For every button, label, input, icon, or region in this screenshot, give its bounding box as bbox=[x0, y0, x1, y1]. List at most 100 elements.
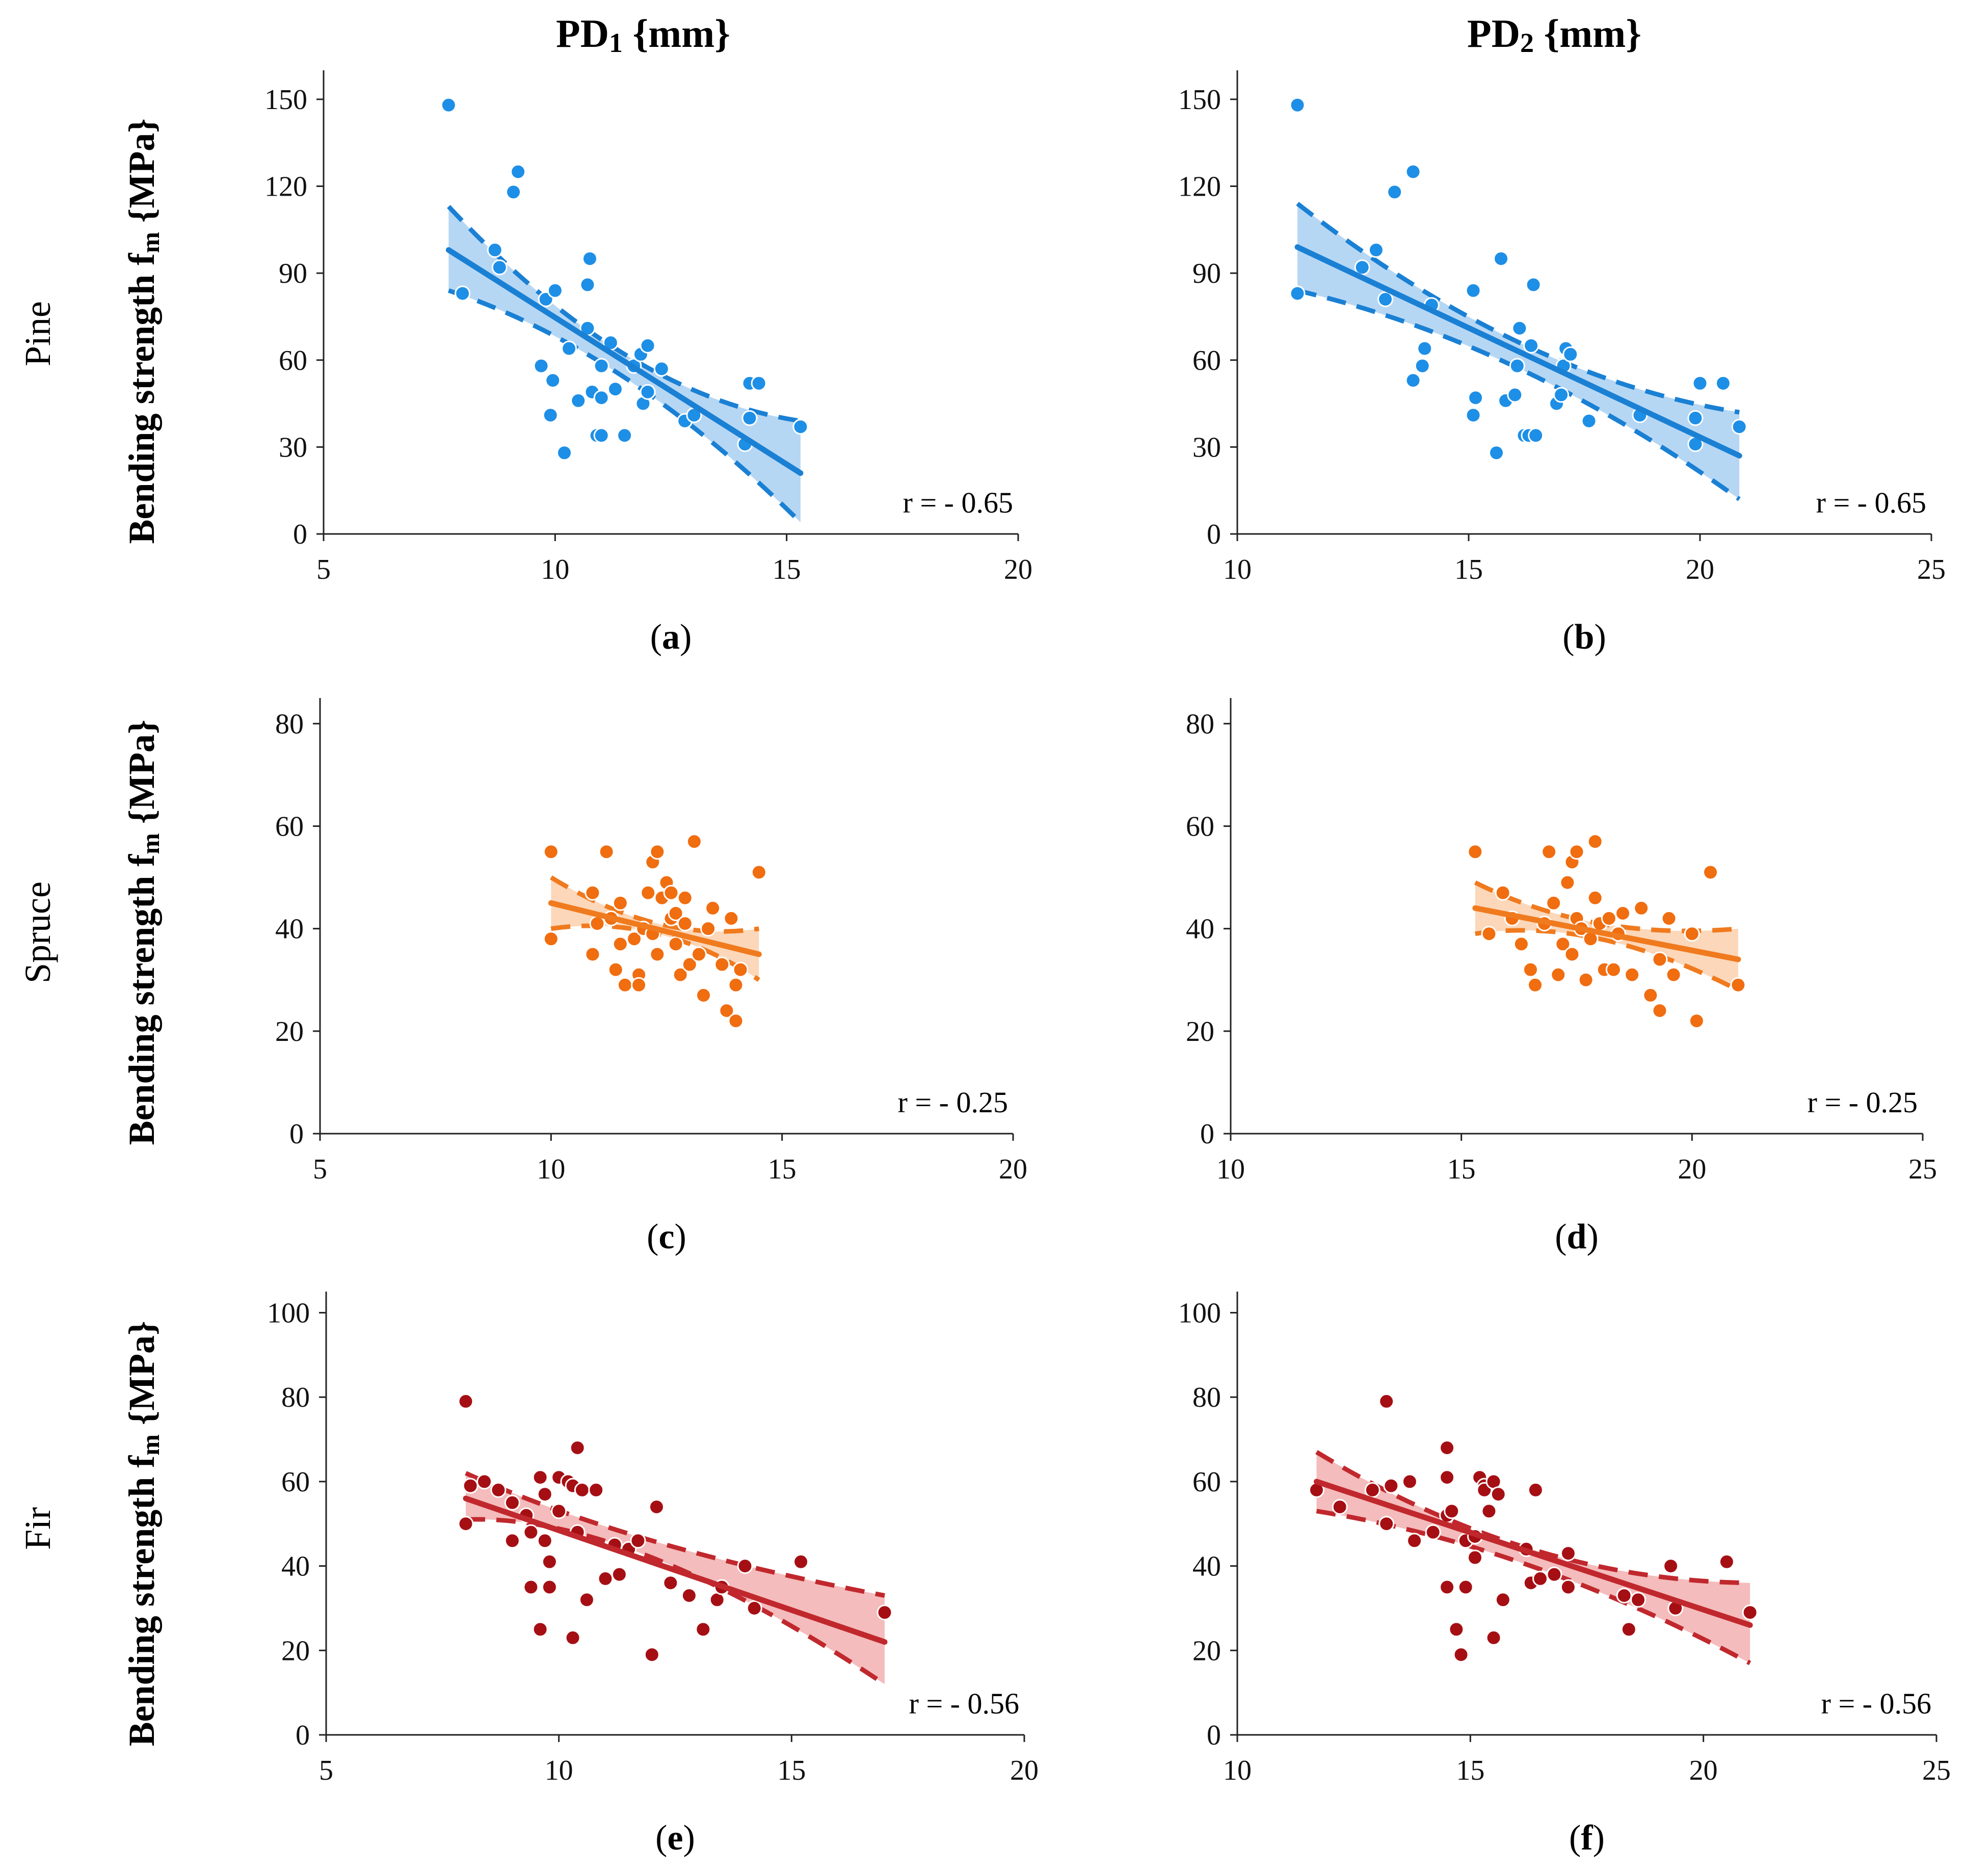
y-axis-title-fir-unit: {MPa} bbox=[121, 1321, 162, 1434]
panel-c: 0 20 40 60 80 5 10 15 20 r = - 0.25 (c) bbox=[275, 698, 1027, 1256]
data-point bbox=[1354, 259, 1370, 276]
panel-sublabel: (b) bbox=[1562, 618, 1606, 657]
data-point bbox=[1457, 1579, 1474, 1595]
data-point bbox=[597, 1570, 614, 1587]
panel-e: 0 20 40 60 80 100 5 10 15 20 r = - 0.56 (e) bbox=[267, 1292, 1039, 1858]
y-tick-label: 60 bbox=[1192, 345, 1221, 377]
y-tick-label: 100 bbox=[267, 1297, 310, 1329]
data-point bbox=[1731, 419, 1747, 435]
data-point bbox=[570, 392, 587, 409]
y-tick-label: 0 bbox=[296, 1720, 310, 1751]
y-tick-label: 40 bbox=[281, 1551, 310, 1583]
panel-sublabel-close: ) bbox=[1586, 1217, 1598, 1256]
data-point bbox=[1633, 900, 1650, 916]
panel-sublabel-close: ) bbox=[675, 1217, 686, 1256]
data-point bbox=[1439, 1469, 1455, 1486]
data-point bbox=[686, 834, 702, 850]
data-point bbox=[545, 372, 561, 389]
data-point bbox=[663, 885, 679, 901]
y-axis-title-fir: Bending strength fm {MPa} bbox=[121, 1321, 165, 1746]
data-point bbox=[792, 419, 809, 435]
panel-f: 0 20 40 60 80 100 10 15 20 25 r = - 0.56 (f) bbox=[1178, 1292, 1951, 1858]
y-tick-label: 30 bbox=[279, 432, 307, 463]
data-point bbox=[617, 427, 633, 444]
ci-lower-line bbox=[1297, 288, 1741, 501]
panel-sublabel-open: ( bbox=[1555, 1217, 1566, 1256]
data-point bbox=[537, 1533, 553, 1549]
y-axis-title-fir-main: Bending strength f bbox=[121, 1455, 162, 1747]
y-tick-label: 40 bbox=[275, 914, 304, 945]
x-tick-label: 20 bbox=[1686, 554, 1714, 585]
x-tick-label: 15 bbox=[1447, 1154, 1476, 1185]
data-point bbox=[565, 1629, 581, 1646]
y-tick-label: 30 bbox=[1192, 432, 1221, 463]
x-tick-label: 5 bbox=[316, 554, 331, 585]
data-point bbox=[1553, 387, 1570, 403]
panel-sublabel-letter: c bbox=[658, 1217, 674, 1256]
x-tick-label: 15 bbox=[1456, 1755, 1484, 1786]
data-point bbox=[1481, 926, 1497, 942]
panel-sublabel: (f) bbox=[1569, 1818, 1605, 1858]
data-point bbox=[626, 931, 643, 947]
x-tick-label: 5 bbox=[319, 1755, 333, 1786]
data-point bbox=[1493, 251, 1509, 267]
data-point bbox=[1467, 1549, 1483, 1566]
data-point bbox=[1578, 972, 1594, 988]
data-point bbox=[1621, 1621, 1637, 1638]
correlation-label: r = - 0.65 bbox=[1816, 486, 1926, 519]
data-point bbox=[644, 1647, 660, 1663]
data-point bbox=[630, 1533, 646, 1549]
y-axis-title-spruce-unit: {MPa} bbox=[121, 719, 162, 833]
y-tick-label: 20 bbox=[281, 1635, 310, 1667]
data-point bbox=[588, 1482, 604, 1498]
ci-lower-line bbox=[447, 288, 803, 524]
data-point bbox=[668, 936, 684, 952]
data-point bbox=[668, 905, 684, 921]
data-point bbox=[1405, 164, 1421, 180]
data-point bbox=[1444, 1503, 1460, 1519]
data-point bbox=[1661, 910, 1677, 927]
data-point bbox=[543, 931, 559, 947]
data-point bbox=[877, 1604, 893, 1621]
regression-line bbox=[1472, 905, 1741, 962]
panel-sublabel-open: ( bbox=[655, 1818, 667, 1858]
data-point bbox=[1490, 1486, 1506, 1503]
data-point bbox=[1488, 445, 1504, 461]
data-point bbox=[585, 946, 601, 962]
y-tick-label: 0 bbox=[1207, 1720, 1221, 1751]
data-point bbox=[1684, 926, 1700, 942]
ci-upper-line bbox=[549, 875, 760, 934]
y-axis-title-spruce: Bending strength fm {MPa} bbox=[121, 719, 165, 1145]
y-tick-label: 60 bbox=[275, 811, 304, 842]
x-tick-label: 20 bbox=[999, 1154, 1027, 1185]
data-point bbox=[640, 384, 656, 400]
data-point bbox=[1439, 1579, 1455, 1595]
data-point bbox=[1546, 1566, 1562, 1583]
data-point bbox=[1624, 967, 1640, 983]
x-tick-label: 10 bbox=[1216, 1154, 1245, 1185]
column-title-pd2: PD2 {mm} bbox=[1467, 11, 1641, 58]
panel-sublabel-open: ( bbox=[1562, 618, 1574, 657]
row-label-fir: Fir bbox=[17, 1507, 58, 1550]
data-point bbox=[1453, 1647, 1469, 1663]
data-point bbox=[691, 946, 707, 962]
data-point bbox=[1523, 337, 1539, 354]
data-point bbox=[1468, 390, 1484, 406]
data-point bbox=[569, 1440, 586, 1456]
data-point bbox=[1569, 844, 1585, 860]
data-point bbox=[737, 1558, 753, 1574]
data-point bbox=[1642, 987, 1659, 1003]
data-point bbox=[751, 375, 767, 391]
y-tick-label: 0 bbox=[293, 519, 307, 550]
ci-upper-line bbox=[465, 1471, 885, 1598]
data-point bbox=[648, 1499, 665, 1515]
y-tick-label: 20 bbox=[275, 1016, 304, 1048]
y-tick-label: 80 bbox=[1186, 708, 1214, 740]
data-point bbox=[506, 184, 522, 200]
correlation-label: r = - 0.25 bbox=[1808, 1086, 1918, 1119]
panel-sublabel-letter: f bbox=[1581, 1818, 1593, 1858]
data-point bbox=[1383, 1478, 1399, 1494]
column-title-pd2-sub: 2 bbox=[1520, 28, 1534, 58]
data-point bbox=[649, 946, 666, 962]
panel-sublabel-close: ) bbox=[1593, 1818, 1605, 1858]
